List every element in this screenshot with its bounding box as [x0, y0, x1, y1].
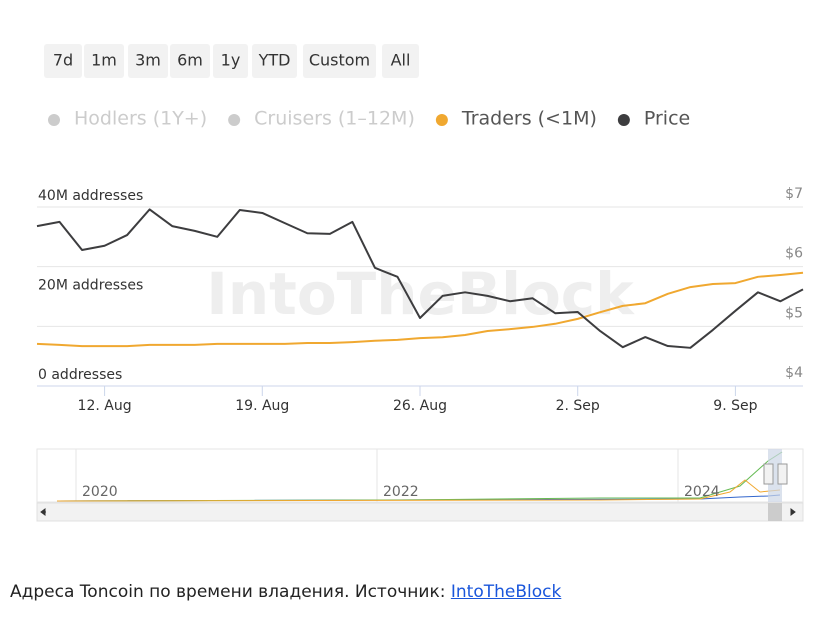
legend-marker[interactable]: [228, 114, 241, 126]
scroll-left[interactable]: [40, 508, 46, 516]
range-button-label[interactable]: 1y: [221, 51, 241, 70]
range-button[interactable]: [382, 44, 419, 78]
range-button[interactable]: [128, 44, 168, 78]
navigator-label: 2024: [684, 484, 720, 500]
y2-tick-label: $5: [785, 305, 803, 321]
range-button-label[interactable]: 3m: [135, 51, 161, 70]
y2-tick-label: $6: [785, 246, 803, 262]
range-button[interactable]: [303, 44, 376, 78]
range-button[interactable]: [84, 44, 124, 78]
y2-tick-label: $7: [785, 186, 803, 202]
range-button[interactable]: [252, 44, 297, 78]
navigator-bg: [36, 448, 804, 503]
chart: IntoTheBlock 7d 1m 3m 6m 1y YTD Custom AllHodle…: [36, 44, 804, 522]
legend-label[interactable]: Cruisers (1–12M): [254, 108, 415, 130]
caption-link[interactable]: IntoTheBlock: [450, 582, 562, 602]
series-line: [36, 208, 804, 349]
series-line: [36, 271, 804, 348]
caption: Адреса Toncoin по времени владения. Исто…: [10, 582, 561, 602]
scroll-right[interactable]: [790, 508, 796, 516]
scrollbar-thumb[interactable]: [768, 503, 782, 521]
navigator-handle[interactable]: [777, 463, 788, 485]
navigator: [36, 448, 804, 522]
legend-marker[interactable]: [48, 114, 60, 126]
y2-tick-label: $4: [785, 365, 803, 381]
legend-marker[interactable]: [435, 114, 448, 126]
range-button[interactable]: [44, 44, 82, 78]
x-tick-label: 12. Aug: [78, 398, 132, 414]
legend-marker[interactable]: [617, 114, 630, 126]
range-button-label[interactable]: 6m: [177, 51, 203, 70]
range-button[interactable]: [213, 44, 248, 78]
range-button-label[interactable]: 1m: [91, 51, 117, 70]
range-button-label[interactable]: Custom: [309, 51, 370, 70]
y-tick-label: 40M addresses: [38, 188, 143, 204]
navigator-line: [56, 479, 781, 502]
legend-label[interactable]: Price: [644, 108, 690, 130]
legend-label[interactable]: Traders (<1M): [461, 108, 597, 130]
range-button[interactable]: [170, 44, 210, 78]
y-tick-label: 20M addresses: [38, 278, 143, 294]
navigator-handle[interactable]: [763, 463, 774, 485]
x-tick-label: 26. Aug: [393, 398, 447, 414]
x-tick-label: 2. Sep: [556, 398, 600, 414]
caption-text: Адреса Toncoin по времени владения. Исто…: [10, 582, 451, 602]
navigator-label: 2022: [383, 484, 419, 500]
y-tick-label: 0 addresses: [38, 367, 122, 383]
range-button-label[interactable]: YTD: [258, 51, 291, 70]
x-tick-label: 9. Sep: [713, 398, 757, 414]
range-button-label[interactable]: All: [391, 51, 411, 70]
navigator-mask: [768, 449, 782, 502]
scrollbar[interactable]: [36, 502, 804, 522]
legend-label[interactable]: Hodlers (1Y+): [74, 108, 207, 130]
range-button-label[interactable]: 7d: [53, 51, 73, 70]
navigator-label: 2020: [82, 484, 118, 500]
x-tick-label: 19. Aug: [235, 398, 289, 414]
